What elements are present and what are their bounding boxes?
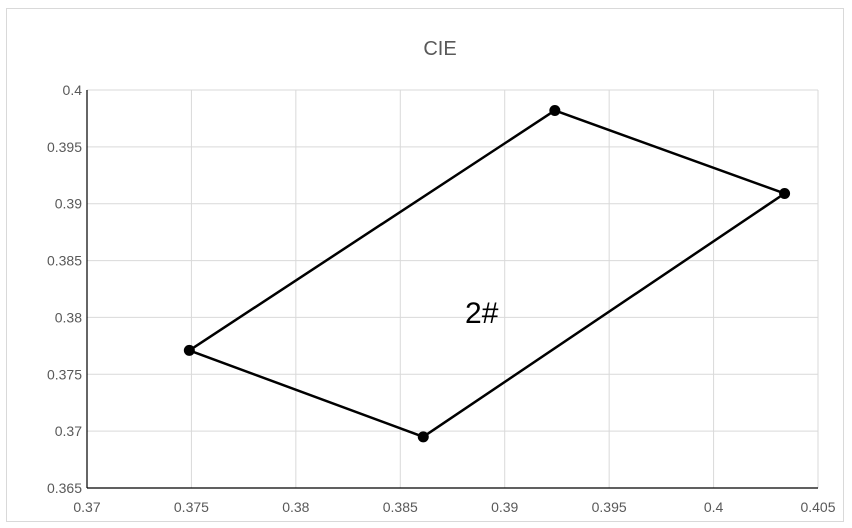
x-tick-label: 0.375 <box>174 499 209 515</box>
y-tick-label: 0.39 <box>55 196 82 212</box>
y-tick-labels: 0.365 0.37 0.375 0.38 0.385 0.39 0.395 0.4 <box>47 82 82 496</box>
x-tick-label: 0.39 <box>491 499 518 515</box>
data-point <box>183 344 195 356</box>
data-point <box>779 187 791 199</box>
x-tick-label: 0.405 <box>800 499 835 515</box>
x-tick-label: 0.4 <box>704 499 724 515</box>
x-tick-labels: 0.37 0.375 0.38 0.385 0.39 0.395 0.4 0.405 <box>73 499 835 515</box>
annotations: 2# <box>465 297 499 330</box>
y-tick-label: 0.38 <box>55 309 82 325</box>
data-point <box>549 104 561 116</box>
series-line <box>188 109 786 439</box>
x-tick-label: 0.385 <box>383 499 418 515</box>
y-tick-label: 0.375 <box>47 366 82 382</box>
x-tick-label: 0.395 <box>592 499 627 515</box>
x-tick-label: 0.38 <box>282 499 309 515</box>
data-series <box>183 104 791 443</box>
y-tick-label: 0.385 <box>47 253 82 269</box>
data-point <box>417 431 429 443</box>
y-tick-label: 0.365 <box>47 480 82 496</box>
y-tick-label: 0.395 <box>47 139 82 155</box>
x-tick-label: 0.37 <box>73 499 100 515</box>
y-tick-label: 0.4 <box>63 82 83 98</box>
annotation-label: 2# <box>465 297 499 330</box>
axes <box>86 90 818 489</box>
y-tick-label: 0.37 <box>55 423 82 439</box>
gridlines <box>87 89 819 488</box>
chart-title: CIE <box>423 38 456 60</box>
